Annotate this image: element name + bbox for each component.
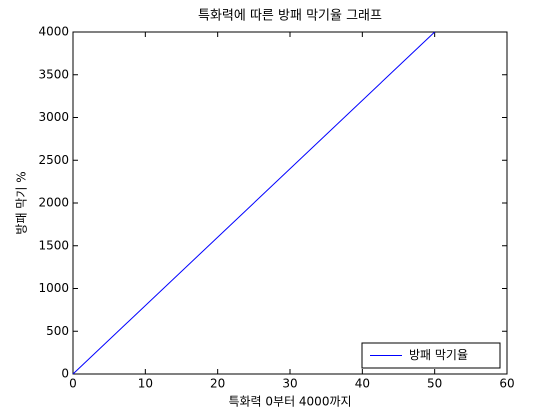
y-tick-label: 1000 (38, 281, 69, 295)
x-tick-label: 0 (69, 377, 77, 391)
x-tick-label: 30 (282, 377, 297, 391)
y-tick-label: 2000 (38, 196, 69, 210)
axes-box (72, 31, 508, 375)
x-tick-label: 60 (499, 377, 514, 391)
x-tick-label: 50 (427, 377, 442, 391)
legend-label: 방패 막기율 (409, 348, 468, 362)
chart-title: 특화력에 따른 방패 막기율 그래프 (198, 9, 382, 24)
x-axis-label: 특화력 0부터 4000까지 (228, 395, 351, 409)
y-tick-label: 2500 (38, 153, 69, 167)
y-tick-label: 1500 (38, 238, 69, 252)
x-tick-label: 40 (355, 377, 370, 391)
x-tick-label: 20 (210, 377, 225, 391)
y-tick-label: 3000 (38, 110, 69, 124)
y-tick-label: 4000 (38, 25, 69, 39)
y-tick-label: 500 (46, 324, 69, 338)
x-tick-label: 10 (138, 377, 153, 391)
y-axis-label: 방패 막기 % (15, 171, 29, 234)
data-line (72, 31, 436, 375)
y-tick-label: 0 (61, 367, 69, 381)
y-tick-label: 3500 (38, 67, 69, 81)
